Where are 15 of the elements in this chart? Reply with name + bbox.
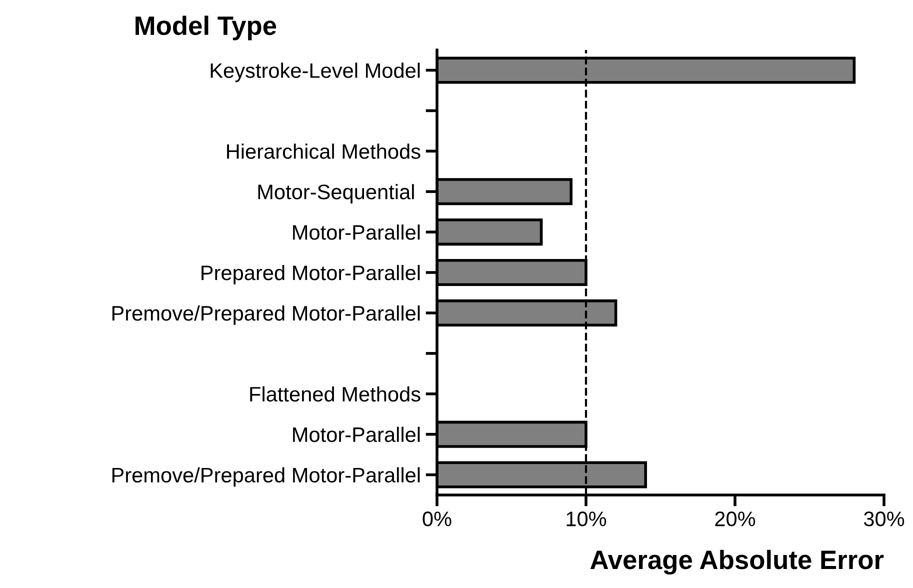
y-tick-label: Premove/Prepared Motor-Parallel xyxy=(112,305,420,325)
x-tick-label: 0% xyxy=(422,512,452,526)
y-tick-label: Premove/Prepared Motor-Parallel xyxy=(112,467,420,487)
x-axis-title: Average Absolute Error xyxy=(590,550,884,575)
y-tick-label: Motor-Parallel xyxy=(293,224,420,240)
y-tick-label: Prepared Motor-Parallel xyxy=(202,264,420,284)
y-tick-label: Motor-Sequential xyxy=(258,184,414,204)
x-tick-label: 30% xyxy=(864,512,904,526)
x-tick-label: 10% xyxy=(566,512,606,526)
text: Model Type xyxy=(136,16,276,40)
y-tick-label: Flattened Methods xyxy=(250,386,420,402)
y-tick-label: Keystroke-Level Model xyxy=(210,62,420,82)
y-tick-label: Hierarchical Methods xyxy=(227,144,420,159)
x-tick-label: 20% xyxy=(715,512,756,526)
y-tick-label: Motor-Parallel xyxy=(293,426,420,442)
